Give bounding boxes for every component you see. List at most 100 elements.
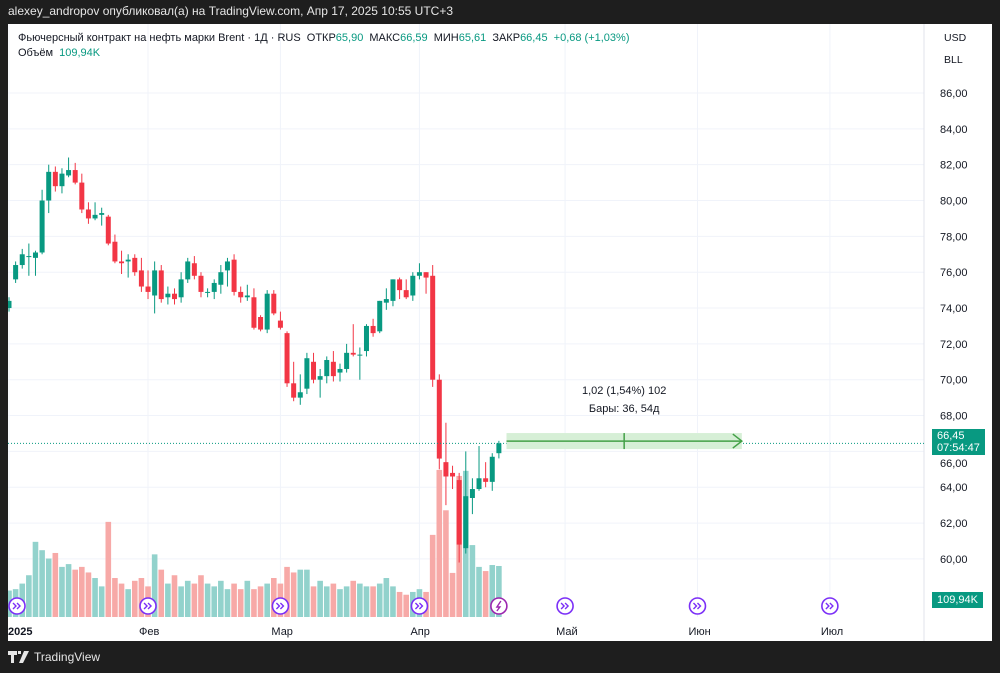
volume-bar [376, 583, 383, 617]
volume-bar [310, 586, 317, 617]
time-axis-label: Июл [821, 626, 843, 638]
event-arrow-icon [414, 602, 424, 610]
candle-body [330, 361, 336, 377]
volume-bar [383, 578, 390, 617]
candle-body [59, 173, 65, 187]
last-price-tag: 66,45 07:54:47 [932, 429, 985, 455]
volume-bar [271, 578, 277, 617]
time-axis-label: Июн [688, 626, 710, 638]
event-marker-icon[interactable] [556, 597, 574, 615]
price-tick-label: 70,00 [940, 375, 968, 387]
close-value: 66,45 [520, 32, 548, 44]
event-arrow-icon [825, 602, 834, 610]
volume-bar [204, 583, 211, 617]
lightning-icon [495, 600, 502, 612]
chart-panel[interactable]: 86,00 84,00 82,00 80,00 78,00 76,00 74,00 72,00… [8, 24, 992, 641]
candle-body [39, 200, 45, 253]
event-marker-icon[interactable] [271, 597, 290, 615]
candle-body [152, 270, 158, 296]
volume-bar [178, 586, 184, 617]
candle-body [79, 182, 85, 210]
candle-body [145, 286, 151, 292]
candle-body [344, 352, 350, 369]
price-chart[interactable]: 86,00 84,00 82,00 80,00 78,00 76,00 74,00 72,00… [8, 24, 992, 641]
price-tick-label: 64,00 [940, 482, 968, 494]
volume-bar [191, 583, 198, 617]
volume-tag: 109,94K [932, 592, 983, 608]
volume-bar [231, 583, 237, 617]
candle-body [291, 383, 297, 398]
candle-body [105, 216, 111, 244]
price-tick-label: 68,00 [940, 411, 968, 423]
volume-bar [65, 564, 72, 617]
candle-body [19, 254, 25, 266]
event-arrow-icon [12, 602, 21, 610]
volume-bar [429, 534, 436, 617]
candle-body [456, 480, 462, 545]
last-price: 66,45 [937, 430, 965, 442]
dividend-marker-icon[interactable] [490, 597, 508, 615]
candle-body [211, 282, 217, 292]
event-marker-icon[interactable] [821, 597, 839, 615]
candle-body [13, 265, 19, 280]
candle-body [430, 275, 436, 380]
candle-body [383, 299, 389, 303]
candle-body [350, 352, 356, 355]
volume-bar [98, 586, 105, 617]
candle-body [26, 256, 32, 258]
volume-bar [489, 565, 496, 617]
candle-body [99, 213, 105, 215]
volume-bar [118, 583, 125, 617]
candle-body [92, 214, 98, 219]
candle-body [119, 261, 125, 264]
price-tick-label: 74,00 [940, 303, 968, 315]
candle-body [469, 489, 475, 498]
volume-bar [224, 589, 231, 617]
brand-name: TradingView [34, 650, 101, 664]
candle-body [238, 291, 244, 298]
event-marker-icon[interactable] [8, 597, 26, 615]
tradingview-logo[interactable]: TradingView [8, 650, 100, 664]
volume-bar [396, 591, 403, 617]
volume-bar [244, 580, 251, 617]
candle-body [8, 300, 12, 309]
unit-button[interactable]: BLL [944, 54, 963, 66]
candle-body [311, 361, 317, 380]
volume-bar [363, 586, 370, 617]
candle-body [271, 293, 277, 314]
candle-body [198, 275, 204, 292]
price-tick-label: 72,00 [940, 339, 968, 351]
candle-body [357, 354, 363, 356]
volume-bar [237, 589, 244, 617]
time-axis-label: Апр [410, 626, 429, 638]
event-marker-icon[interactable] [410, 597, 429, 615]
volume-bar [496, 565, 502, 617]
volume-bar [350, 580, 357, 617]
volume-bar [476, 566, 482, 617]
volume-bar [85, 572, 92, 617]
candle-body [231, 259, 237, 292]
publish-info: alexey_andropov опубликовал(а) на Tradin… [8, 4, 453, 18]
candle-body [496, 443, 502, 454]
volume-bar [52, 552, 59, 617]
close-label: ЗАКР [492, 32, 521, 44]
event-marker-icon[interactable] [139, 597, 157, 615]
volume-bar [370, 586, 376, 617]
volume-bar [297, 569, 304, 617]
candle-body [423, 272, 429, 278]
candle-body [138, 270, 144, 287]
symbol-legend: Фьючерсный контракт на нефть марки Brent… [18, 31, 633, 61]
volume-bar [26, 575, 32, 617]
candle-body [476, 478, 482, 490]
volume-bar [323, 586, 330, 617]
volume-bar [151, 554, 158, 617]
candle-body [224, 261, 230, 271]
volume-bar [251, 589, 257, 617]
candle-body [483, 478, 489, 482]
event-marker-icon[interactable] [688, 597, 707, 615]
currency-button[interactable]: USD [944, 32, 967, 44]
candle-body [52, 171, 58, 187]
volume-bar [317, 580, 323, 617]
time-axis-label: Май [556, 626, 578, 638]
candle-body [297, 392, 303, 398]
